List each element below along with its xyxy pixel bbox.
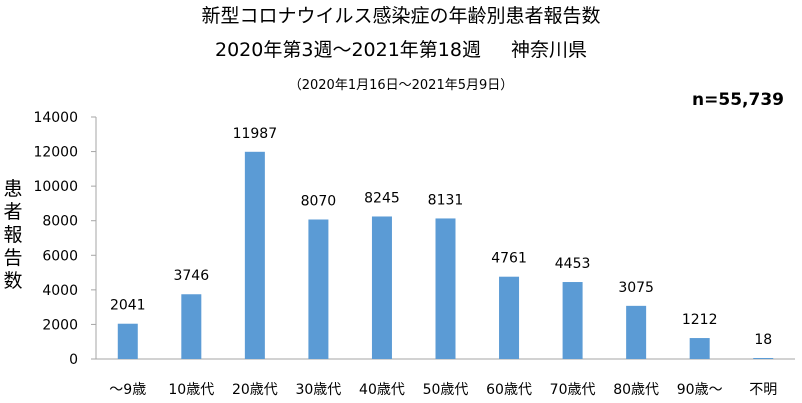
chart-subtitle-line: 2020年第3週～2021年第18週 神奈川県 [0,38,802,62]
bar [626,305,647,359]
y-tick-label: 2000 [42,317,78,333]
data-label: 18 [754,332,772,348]
x-tick-label: 80歳代 [613,382,659,398]
bar [435,218,456,359]
chart-subtitle: 2020年第3週～2021年第18週 [215,39,481,61]
chart-period: （2020年1月16日～2021年5月9日） [288,78,514,93]
data-label: 8131 [428,192,464,208]
x-tick-label: 90歳～ [677,382,723,398]
x-tick-label: 50歳代 [423,382,469,398]
x-tick-label: 60歳代 [486,382,532,398]
bars [117,151,774,359]
x-tick-label: 10歳代 [168,382,214,398]
bar [562,282,583,359]
bar [499,276,520,359]
data-label: 2041 [110,298,146,314]
bar [371,216,392,359]
y-tick-label: 6000 [42,248,78,264]
total-count: n=55,739 [692,90,784,110]
data-label: 3746 [173,268,209,284]
bar [117,323,138,359]
x-tick-label: 70歳代 [550,382,596,398]
y-tick-label: 4000 [42,283,78,299]
data-label: 11987 [233,126,278,142]
chart-title: 新型コロナウイルス感染症の年齢別患者報告数 [201,5,601,27]
y-tick-label: 10000 [33,179,78,195]
data-label: 8245 [364,190,400,206]
data-label: 1212 [682,312,718,328]
x-tick-label: 40歳代 [359,382,405,398]
x-tick-labels: ～9歳 10歳代 20歳代 30歳代 40歳代 50歳代 60歳代 70歳代 80歳代 90歳～ 不… [109,382,777,398]
x-tick-label: ～9歳 [109,382,146,398]
x-tick-label: 不明 [749,382,777,398]
data-labels: 2041 3746 11987 8070 8245 8131 4761 4453 3075 121… [110,126,772,348]
data-label: 3075 [618,280,654,296]
y-axis: 0 2000 4000 6000 8000 10000 12000 14000 [33,110,97,368]
bar [308,219,329,359]
chart-region: 神奈川県 [510,39,587,61]
y-tick-label: 8000 [42,214,78,230]
bar [244,151,265,359]
y-tick-label: 0 [69,352,78,368]
bar [689,338,710,359]
x-tick-label: 20歳代 [232,382,278,398]
bar [181,294,202,359]
y-tick-label: 14000 [33,110,78,126]
x-tick-label: 30歳代 [295,382,341,398]
bar [753,358,774,359]
y-tick-label: 12000 [33,145,78,161]
data-label: 4761 [491,251,527,267]
data-label: 8070 [301,194,337,210]
y-axis-label: 患者報告数 [3,178,23,292]
data-label: 4453 [555,256,591,272]
